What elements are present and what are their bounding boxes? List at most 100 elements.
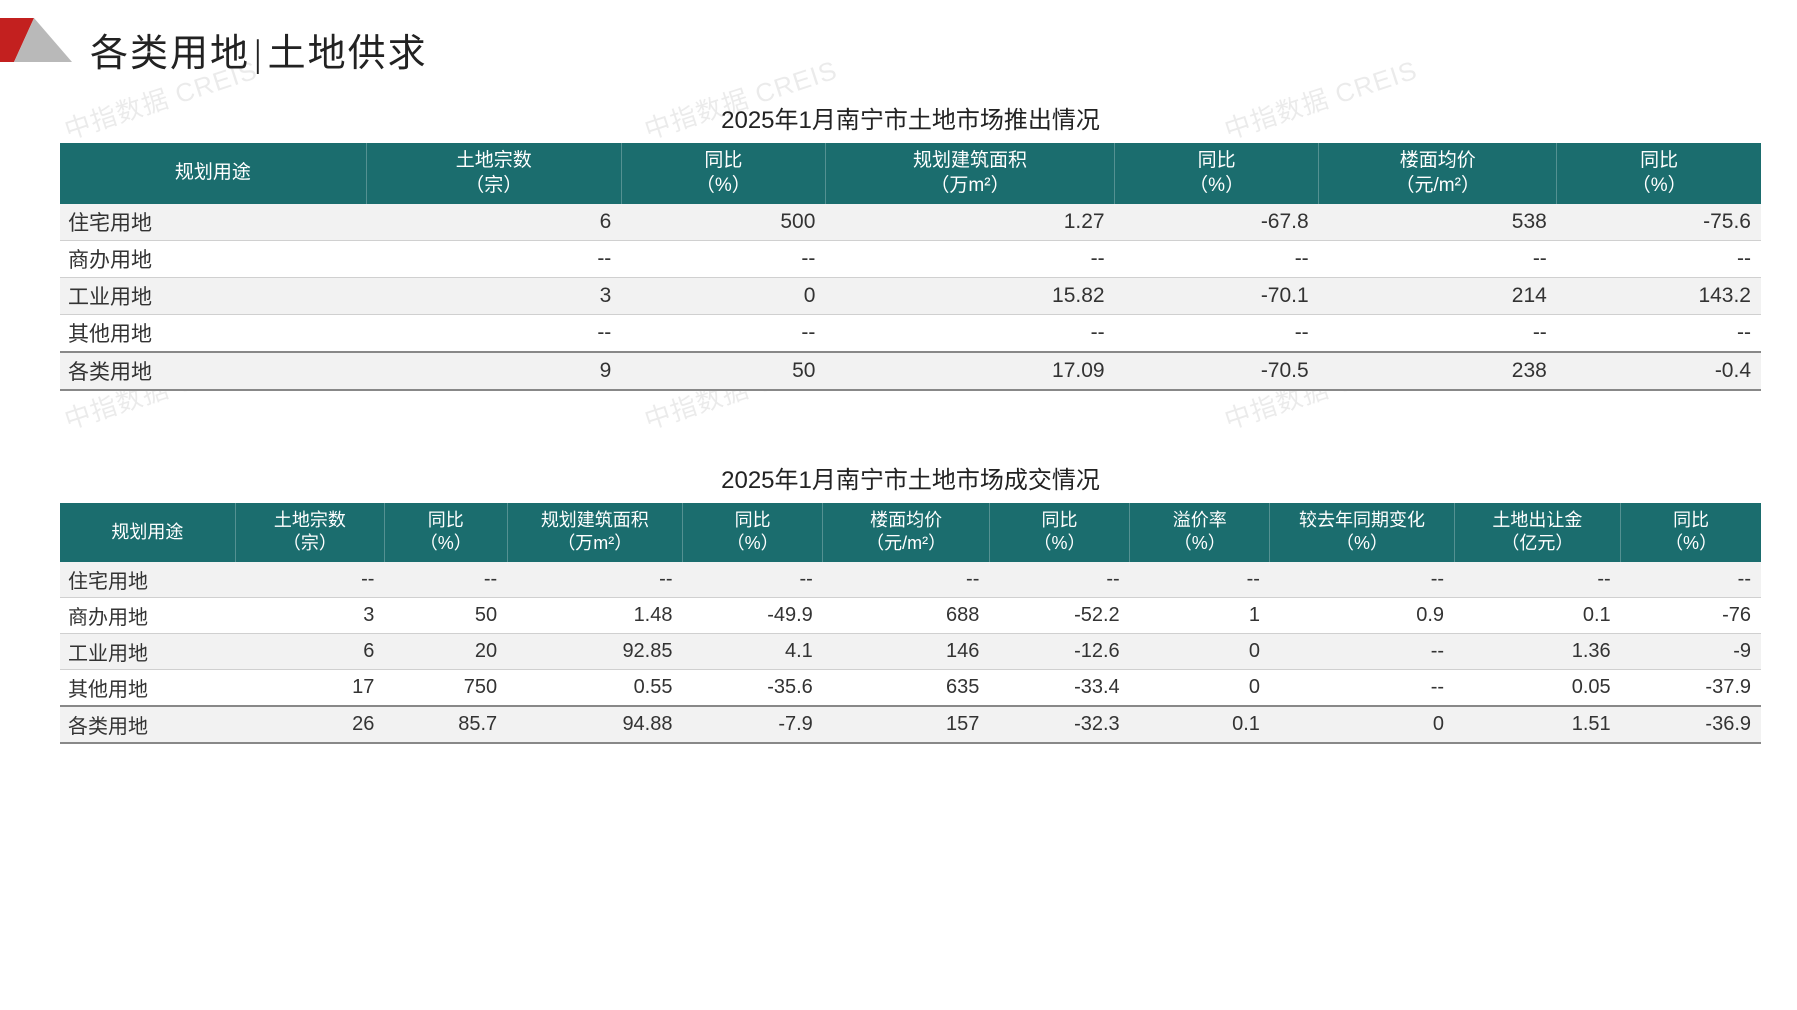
data-cell: -32.3 xyxy=(989,706,1129,743)
row-label: 各类用地 xyxy=(60,352,366,390)
data-cell: -0.4 xyxy=(1557,352,1761,390)
data-cell: 3 xyxy=(235,597,384,633)
data-cell: 1 xyxy=(1130,597,1270,633)
column-header: 楼面均价（元/m²） xyxy=(823,503,990,562)
data-cell: -- xyxy=(366,241,621,278)
column-header: 同比（%） xyxy=(683,503,823,562)
column-header: 土地宗数（宗） xyxy=(366,143,621,204)
supply-table-section: 2025年1月南宁市土地市场推出情况 规划用途土地宗数（宗）同比（%）规划建筑面… xyxy=(60,100,1761,391)
column-header: 较去年同期变化（%） xyxy=(1270,503,1454,562)
data-cell: 17.09 xyxy=(825,352,1114,390)
data-cell: 688 xyxy=(823,597,990,633)
row-label: 工业用地 xyxy=(60,633,235,669)
data-cell: -76 xyxy=(1621,597,1761,633)
data-cell: -33.4 xyxy=(989,669,1129,706)
transaction-table-section: 2025年1月南宁市土地市场成交情况 规划用途土地宗数（宗）同比（%）规划建筑面… xyxy=(60,460,1761,744)
data-cell: 92.85 xyxy=(507,633,682,669)
table-row: 工业用地3015.82-70.1214143.2 xyxy=(60,278,1761,315)
data-cell: -- xyxy=(621,315,825,353)
column-header: 规划用途 xyxy=(60,503,235,562)
data-cell: 1.36 xyxy=(1454,633,1621,669)
data-cell: -- xyxy=(1270,669,1454,706)
table-row: 其他用地177500.55-35.6635-33.40--0.05-37.9 xyxy=(60,669,1761,706)
data-cell: 1.51 xyxy=(1454,706,1621,743)
data-cell: 238 xyxy=(1319,352,1557,390)
data-cell: 0.1 xyxy=(1454,597,1621,633)
column-header: 同比（%） xyxy=(621,143,825,204)
table-row: 各类用地95017.09-70.5238-0.4 xyxy=(60,352,1761,390)
supply-table-title: 2025年1月南宁市土地市场推出情况 xyxy=(60,100,1761,135)
row-label: 住宅用地 xyxy=(60,204,366,241)
data-cell: 635 xyxy=(823,669,990,706)
data-cell: -- xyxy=(384,562,507,598)
data-cell: -70.5 xyxy=(1115,352,1319,390)
column-header: 规划建筑面积（万m²） xyxy=(507,503,682,562)
data-cell: -- xyxy=(1557,315,1761,353)
row-label: 商办用地 xyxy=(60,597,235,633)
transaction-table-title: 2025年1月南宁市土地市场成交情况 xyxy=(60,460,1761,495)
data-cell: -- xyxy=(235,562,384,598)
title-divider: | xyxy=(250,33,268,75)
data-cell: -- xyxy=(825,241,1114,278)
data-cell: -12.6 xyxy=(989,633,1129,669)
column-header: 同比（%） xyxy=(1621,503,1761,562)
row-label: 商办用地 xyxy=(60,241,366,278)
data-cell: -- xyxy=(1621,562,1761,598)
data-cell: 50 xyxy=(621,352,825,390)
data-cell: 3 xyxy=(366,278,621,315)
data-cell: -- xyxy=(507,562,682,598)
data-cell: 143.2 xyxy=(1557,278,1761,315)
data-cell: 0 xyxy=(1130,633,1270,669)
data-cell: -75.6 xyxy=(1557,204,1761,241)
column-header: 土地宗数（宗） xyxy=(235,503,384,562)
data-cell: -- xyxy=(1557,241,1761,278)
data-cell: -49.9 xyxy=(683,597,823,633)
column-header: 同比（%） xyxy=(989,503,1129,562)
data-cell: 1.48 xyxy=(507,597,682,633)
data-cell: -- xyxy=(621,241,825,278)
row-label: 住宅用地 xyxy=(60,562,235,598)
data-cell: -- xyxy=(1319,241,1557,278)
data-cell: -- xyxy=(683,562,823,598)
data-cell: 0 xyxy=(1130,669,1270,706)
column-header: 同比（%） xyxy=(384,503,507,562)
data-cell: 26 xyxy=(235,706,384,743)
table-row: 工业用地62092.854.1146-12.60--1.36-9 xyxy=(60,633,1761,669)
data-cell: 214 xyxy=(1319,278,1557,315)
data-cell: -- xyxy=(1454,562,1621,598)
table-row: 商办用地------------ xyxy=(60,241,1761,278)
data-cell: -67.8 xyxy=(1115,204,1319,241)
data-cell: -- xyxy=(825,315,1114,353)
supply-table: 规划用途土地宗数（宗）同比（%）规划建筑面积（万m²）同比（%）楼面均价（元/m… xyxy=(60,143,1761,391)
data-cell: 6 xyxy=(235,633,384,669)
data-cell: 0 xyxy=(1270,706,1454,743)
table-row: 各类用地2685.794.88-7.9157-32.30.101.51-36.9 xyxy=(60,706,1761,743)
title-right: 土地供求 xyxy=(268,33,428,75)
data-cell: 0.55 xyxy=(507,669,682,706)
row-label: 工业用地 xyxy=(60,278,366,315)
brand-logo-icon xyxy=(0,18,72,62)
data-cell: 157 xyxy=(823,706,990,743)
data-cell: 20 xyxy=(384,633,507,669)
data-cell: -- xyxy=(1115,315,1319,353)
column-header: 楼面均价（元/m²） xyxy=(1319,143,1557,204)
data-cell: 0.9 xyxy=(1270,597,1454,633)
data-cell: 50 xyxy=(384,597,507,633)
data-cell: 6 xyxy=(366,204,621,241)
data-cell: 750 xyxy=(384,669,507,706)
table-row: 住宅用地65001.27-67.8538-75.6 xyxy=(60,204,1761,241)
data-cell: 9 xyxy=(366,352,621,390)
data-cell: 0 xyxy=(621,278,825,315)
data-cell: -9 xyxy=(1621,633,1761,669)
data-cell: -- xyxy=(1270,562,1454,598)
data-cell: -- xyxy=(1130,562,1270,598)
data-cell: 15.82 xyxy=(825,278,1114,315)
row-label: 其他用地 xyxy=(60,669,235,706)
data-cell: -7.9 xyxy=(683,706,823,743)
page-title: 各类用地|土地供求 xyxy=(90,22,428,77)
row-label: 各类用地 xyxy=(60,706,235,743)
data-cell: -- xyxy=(823,562,990,598)
data-cell: -35.6 xyxy=(683,669,823,706)
data-cell: 94.88 xyxy=(507,706,682,743)
column-header: 溢价率（%） xyxy=(1130,503,1270,562)
